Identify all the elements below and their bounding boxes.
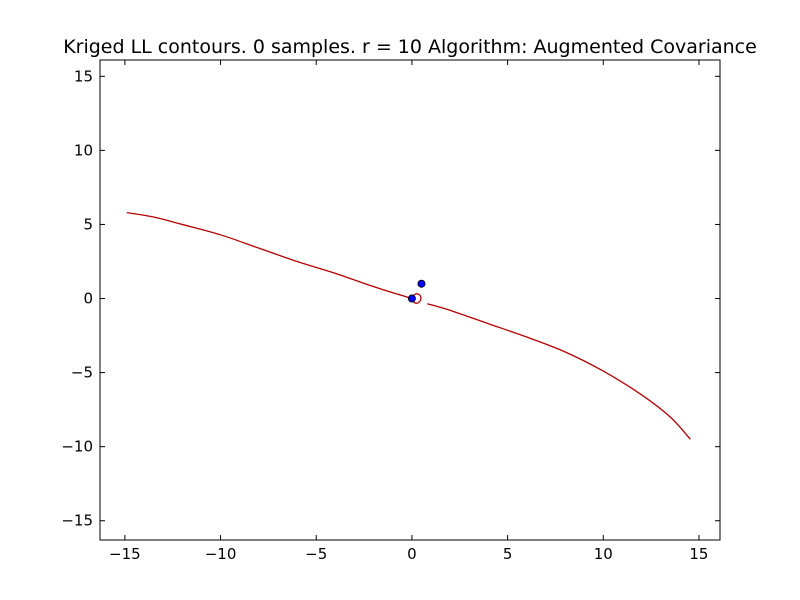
x-tick-label: −5 bbox=[305, 545, 327, 563]
y-axis: −15 −10 −5 0 5 10 15 bbox=[61, 67, 720, 530]
plot-area: −15 −10 −5 0 5 10 15 −15 −10 −5 0 5 10 15 bbox=[61, 59, 721, 563]
series-layer bbox=[126, 211, 691, 440]
y-tick-label: 15 bbox=[74, 67, 93, 85]
x-tick-label: −10 bbox=[205, 545, 237, 563]
x-axis: −15 −10 −5 0 5 10 15 bbox=[109, 60, 708, 563]
chart-title: Kriged LL contours. 0 samples. r = 10 Al… bbox=[63, 36, 757, 58]
y-tick-label: 0 bbox=[83, 290, 93, 308]
y-tick-label: 5 bbox=[83, 215, 93, 233]
x-tick-label: 5 bbox=[503, 545, 513, 563]
x-tick-label: 10 bbox=[594, 545, 613, 563]
sample-point bbox=[407, 294, 416, 303]
y-tick-label: −10 bbox=[61, 438, 93, 456]
contour-line-1 bbox=[427, 303, 691, 440]
x-tick-label: 0 bbox=[407, 545, 417, 563]
y-tick-label: 10 bbox=[74, 141, 93, 159]
x-tick-label: 15 bbox=[689, 545, 708, 563]
y-tick-label: −15 bbox=[61, 512, 93, 530]
y-tick-label: −5 bbox=[71, 364, 93, 382]
contour-line-0 bbox=[126, 211, 413, 300]
x-tick-label: −15 bbox=[109, 545, 141, 563]
sample-point bbox=[417, 279, 426, 288]
